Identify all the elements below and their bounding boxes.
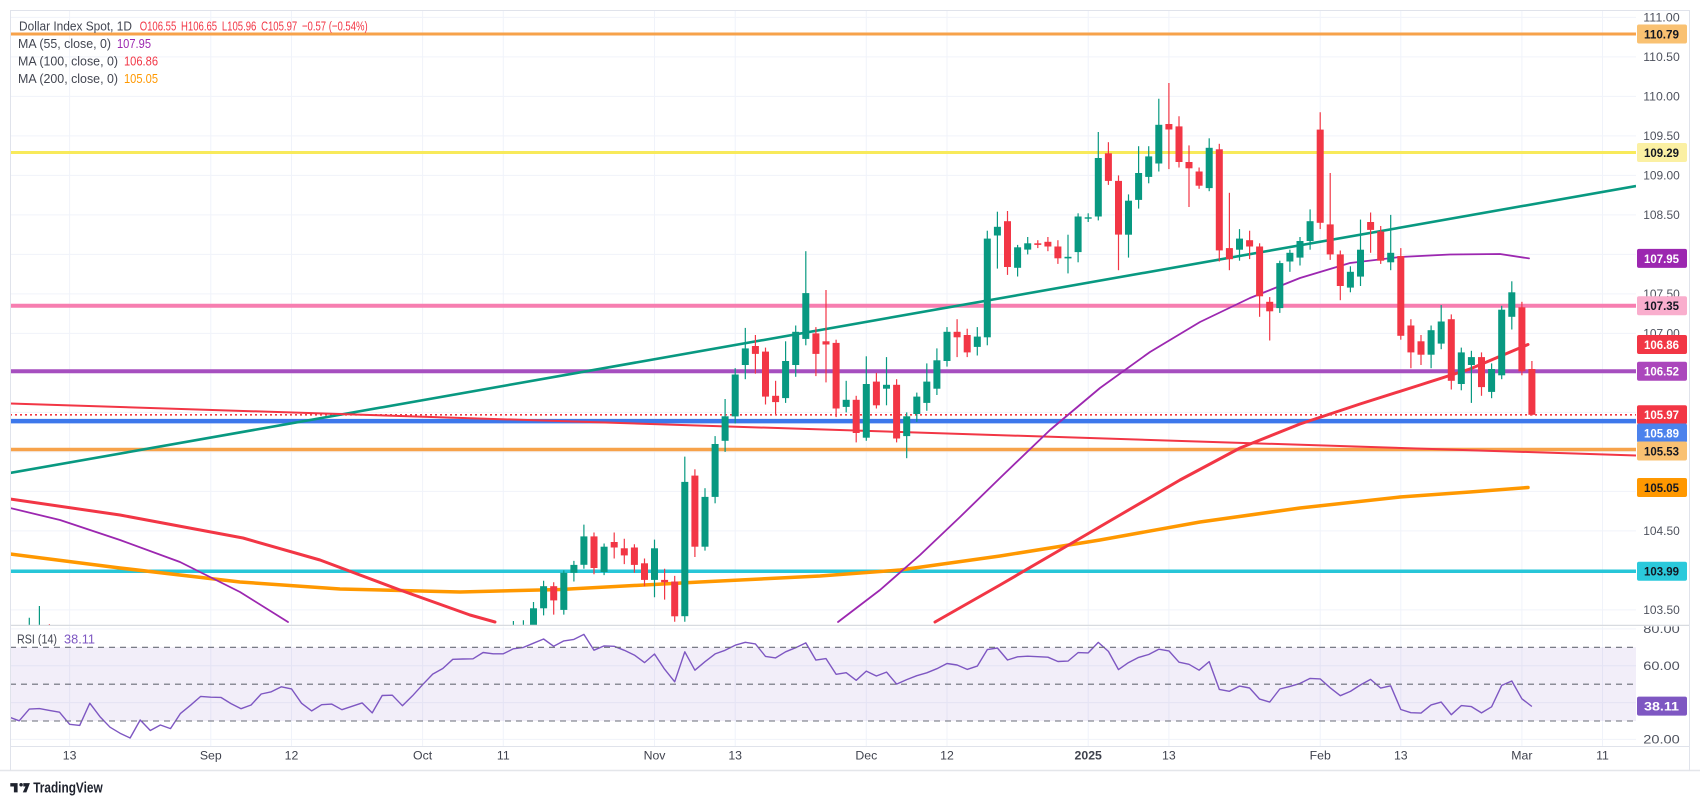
- svg-text:106.86: 106.86: [1644, 338, 1679, 352]
- svg-text:13: 13: [63, 749, 77, 763]
- svg-text:105.89: 105.89: [1644, 426, 1679, 440]
- svg-text:80.00: 80.00: [1643, 622, 1680, 636]
- svg-text:109.29: 109.29: [1644, 146, 1679, 160]
- svg-text:105.97: 105.97: [1644, 408, 1679, 422]
- svg-text:O106.55 H106.65 L105.96 C105.9: O106.55 H106.65 L105.96 C105.97 −0.57 (−…: [140, 19, 368, 34]
- svg-text:110.00: 110.00: [1643, 90, 1680, 104]
- svg-text:110.79: 110.79: [1644, 27, 1679, 41]
- svg-text:12: 12: [940, 749, 954, 763]
- svg-text:13: 13: [1394, 749, 1408, 763]
- svg-text:Mar: Mar: [1511, 749, 1532, 763]
- svg-text:Nov: Nov: [644, 749, 667, 763]
- svg-text:107.95: 107.95: [117, 36, 151, 51]
- svg-text:38.11: 38.11: [64, 632, 95, 647]
- svg-text:11: 11: [1596, 749, 1609, 763]
- svg-text:109.50: 109.50: [1643, 129, 1680, 143]
- svg-text:TradingView: TradingView: [33, 781, 103, 797]
- svg-text:106.86: 106.86: [124, 54, 158, 69]
- svg-text:MA (200, close, 0): MA (200, close, 0): [18, 71, 118, 86]
- svg-text:107.95: 107.95: [1644, 252, 1679, 266]
- svg-text:107.35: 107.35: [1644, 299, 1679, 313]
- svg-text:106.52: 106.52: [1644, 365, 1679, 379]
- svg-text:Dec: Dec: [855, 749, 877, 763]
- svg-text:MA (100, close, 0): MA (100, close, 0): [18, 54, 118, 69]
- svg-text:108.50: 108.50: [1643, 208, 1680, 222]
- svg-text:60.00: 60.00: [1643, 659, 1680, 673]
- svg-text:111.00: 111.00: [1643, 11, 1680, 25]
- svg-text:13: 13: [1162, 749, 1176, 763]
- svg-text:109.00: 109.00: [1643, 169, 1680, 183]
- svg-text:105.05: 105.05: [124, 71, 158, 86]
- svg-text:MA (55, close, 0): MA (55, close, 0): [18, 36, 111, 51]
- svg-text:Sep: Sep: [200, 749, 222, 763]
- svg-text:Feb: Feb: [1310, 749, 1331, 763]
- svg-text:105.53: 105.53: [1644, 444, 1679, 458]
- svg-text:104.50: 104.50: [1643, 524, 1680, 538]
- svg-text:103.50: 103.50: [1643, 603, 1680, 617]
- svg-text:Dollar Index Spot, 1D: Dollar Index Spot, 1D: [19, 19, 132, 34]
- svg-text:RSI (14): RSI (14): [17, 632, 57, 647]
- svg-text:105.05: 105.05: [1644, 481, 1679, 495]
- svg-text:2025: 2025: [1075, 749, 1103, 763]
- svg-text:20.00: 20.00: [1643, 733, 1680, 747]
- svg-text:Oct: Oct: [413, 749, 433, 763]
- svg-text:11: 11: [497, 749, 510, 763]
- svg-text:103.99: 103.99: [1644, 565, 1679, 579]
- svg-text:38.11: 38.11: [1644, 700, 1679, 714]
- svg-text:12: 12: [285, 749, 299, 763]
- svg-text:13: 13: [728, 749, 742, 763]
- svg-text:110.50: 110.50: [1643, 50, 1680, 64]
